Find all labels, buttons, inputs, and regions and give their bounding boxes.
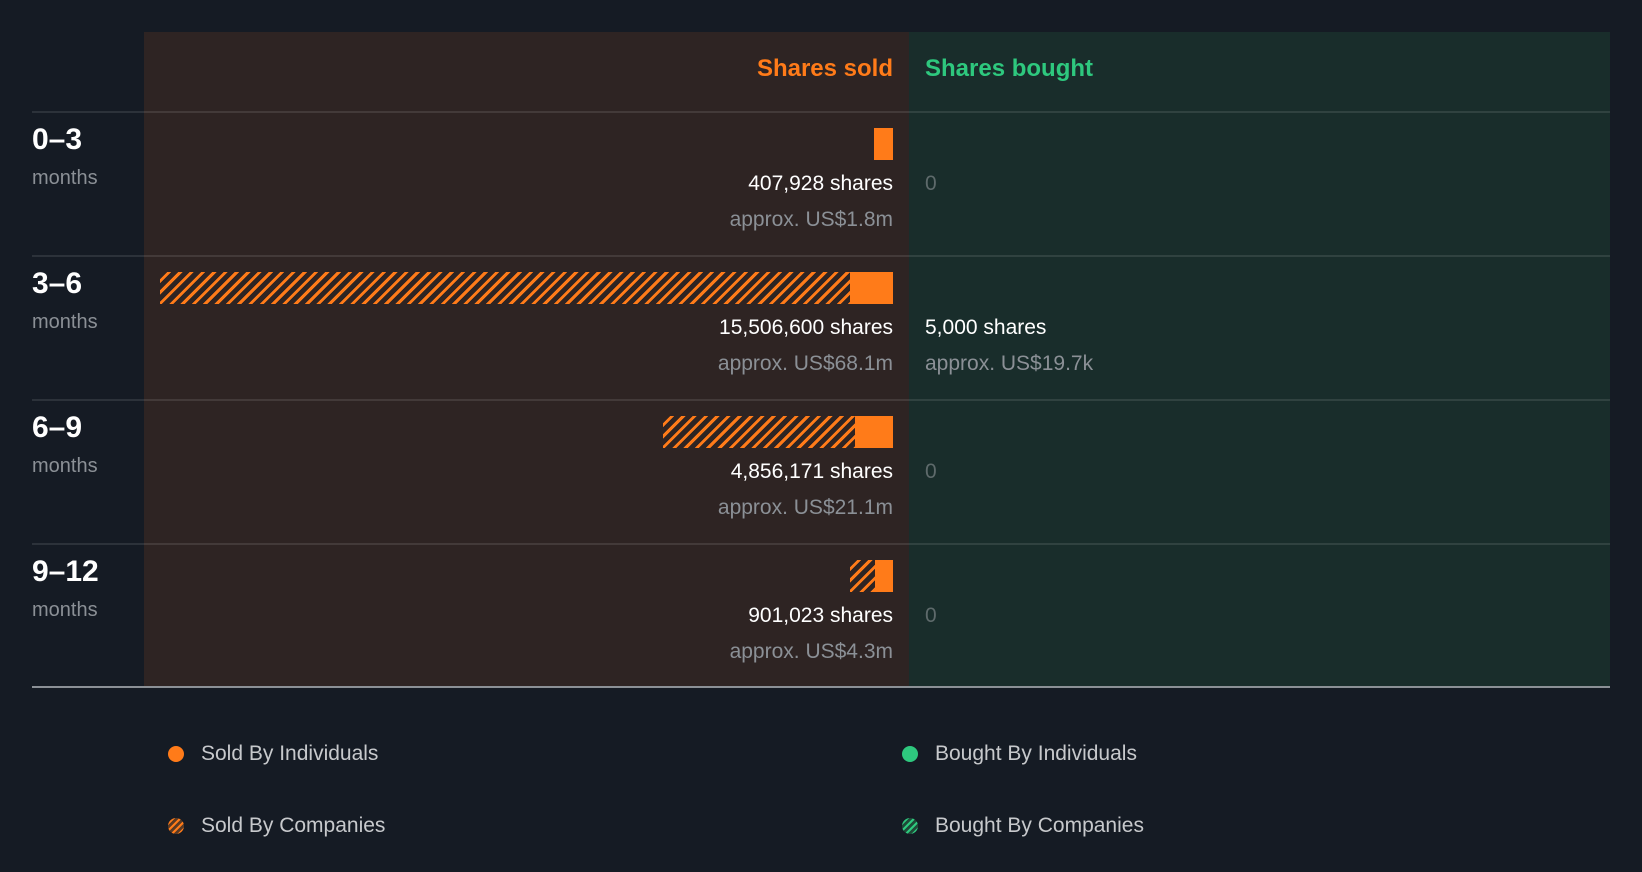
legend-label: Sold By Companies	[201, 814, 386, 837]
sold-by-individuals-segment[interactable]	[875, 560, 893, 592]
row-range: 9–12	[32, 555, 99, 588]
sold-by-companies-segment[interactable]	[663, 416, 855, 448]
row-unit: months	[32, 455, 98, 477]
sold-shares-count: 407,928 shares	[748, 172, 893, 195]
row-divider	[32, 255, 1610, 257]
sold-by-individuals-segment[interactable]	[850, 272, 893, 304]
legend-label: Bought By Individuals	[935, 742, 1137, 765]
shares-sold-header: Shares sold	[756, 55, 893, 82]
sold-bar[interactable]	[850, 560, 893, 592]
hatched-green-dot-icon	[902, 818, 918, 834]
sold-bar[interactable]	[663, 416, 893, 448]
hatched-orange-dot-icon	[168, 818, 184, 834]
row-divider	[32, 399, 1610, 401]
sold-panel	[144, 32, 909, 688]
sold-shares-count: 4,856,171 shares	[730, 460, 893, 483]
row-unit: months	[32, 599, 98, 621]
solid-orange-dot-icon	[168, 746, 184, 762]
bought-panel	[909, 32, 1610, 688]
chart-baseline	[32, 686, 1610, 688]
sold-value: approx. US$1.8m	[729, 208, 893, 231]
solid-green-dot-icon	[902, 746, 918, 762]
row-range: 0–3	[32, 123, 83, 156]
bought-value: approx. US$19.7k	[925, 352, 1094, 375]
row-label: 9–12 months	[32, 554, 99, 624]
chart-row-3-6-months: 3–6 months 15,506,600 shares approx. US$…	[0, 256, 1642, 400]
bought-shares-count: 5,000 shares	[925, 316, 1047, 339]
row-unit: months	[32, 167, 98, 189]
legend-label: Bought By Companies	[935, 814, 1144, 837]
row-divider	[32, 543, 1610, 545]
row-label: 3–6 months	[32, 266, 98, 336]
chart-row-9-12-months: 9–12 months 901,023 shares approx. US$4.…	[0, 544, 1642, 688]
row-label: 6–9 months	[32, 410, 98, 480]
bought-shares-count: 0	[925, 172, 937, 195]
sold-by-companies-segment[interactable]	[160, 272, 850, 304]
sold-bar[interactable]	[160, 272, 893, 304]
legend-bought-by-companies[interactable]: Bought By Companies	[902, 814, 1144, 838]
sold-shares-count: 901,023 shares	[748, 604, 893, 627]
row-unit: months	[32, 311, 98, 333]
sold-shares-count: 15,506,600 shares	[719, 316, 893, 339]
row-range: 3–6	[32, 267, 83, 300]
sold-by-individuals-segment[interactable]	[855, 416, 893, 448]
legend-sold-by-companies[interactable]: Sold By Companies	[168, 814, 385, 838]
chart-row-6-9-months: 6–9 months 4,856,171 shares approx. US$2…	[0, 400, 1642, 544]
legend-sold-by-individuals[interactable]: Sold By Individuals	[168, 742, 378, 766]
sold-bar[interactable]	[874, 128, 893, 160]
sold-by-companies-segment[interactable]	[850, 560, 875, 592]
row-label: 0–3 months	[32, 122, 98, 192]
chart-row-0-3-months: 0–3 months 407,928 shares approx. US$1.8…	[0, 112, 1642, 256]
legend-bought-by-individuals[interactable]: Bought By Individuals	[902, 742, 1137, 766]
sold-by-individuals-segment[interactable]	[874, 128, 893, 160]
bought-shares-count: 0	[925, 460, 937, 483]
sold-value: approx. US$68.1m	[717, 352, 893, 375]
legend-label: Sold By Individuals	[201, 742, 379, 765]
bought-shares-count: 0	[925, 604, 937, 627]
sold-value: approx. US$4.3m	[729, 640, 893, 663]
shares-bought-header: Shares bought	[925, 55, 1094, 82]
row-divider	[32, 111, 1610, 113]
row-range: 6–9	[32, 411, 83, 444]
sold-value: approx. US$21.1m	[717, 496, 893, 519]
